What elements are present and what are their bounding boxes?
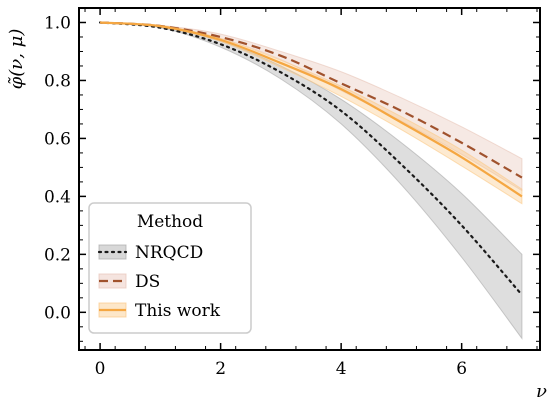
legend-label-nrqcd: NRQCD xyxy=(135,243,203,263)
y-axis-label: φ̃(ν, μ) xyxy=(6,29,27,90)
band-ds xyxy=(100,21,523,192)
x-axis-label: ν xyxy=(536,381,547,398)
plot-frame xyxy=(78,7,541,351)
x-tick-label: 6 xyxy=(456,359,467,379)
tick-labels: 0 2 4 6 0.0 0.2 0.4 0.6 0.8 1.0 xyxy=(44,13,467,379)
legend-title: Method xyxy=(137,212,203,232)
x-tick-label: 4 xyxy=(336,359,347,379)
y-tick-label: 0.2 xyxy=(44,245,71,265)
band-this-work xyxy=(100,21,523,205)
axis-ticks xyxy=(79,8,540,350)
legend: Method NRQCD DS This work xyxy=(88,202,252,334)
y-tick-label: 0.8 xyxy=(44,71,71,91)
series-lines xyxy=(98,21,524,297)
y-tick-label: 0.6 xyxy=(44,129,71,149)
x-tick-label: 0 xyxy=(95,359,106,379)
y-tick-label: 0.0 xyxy=(44,303,71,323)
y-tick-label: 1.0 xyxy=(44,13,71,33)
legend-label-ds: DS xyxy=(135,272,160,292)
band-nrqcd xyxy=(100,21,523,340)
y-tick-label: 0.4 xyxy=(44,187,71,207)
line-nrqcd xyxy=(98,21,524,297)
legend-entries: NRQCD DS This work xyxy=(97,243,221,321)
legend-label-this-work: This work xyxy=(135,301,221,321)
legend-box xyxy=(88,202,252,334)
x-tick-label: 2 xyxy=(215,359,226,379)
line-this-work xyxy=(100,21,523,198)
